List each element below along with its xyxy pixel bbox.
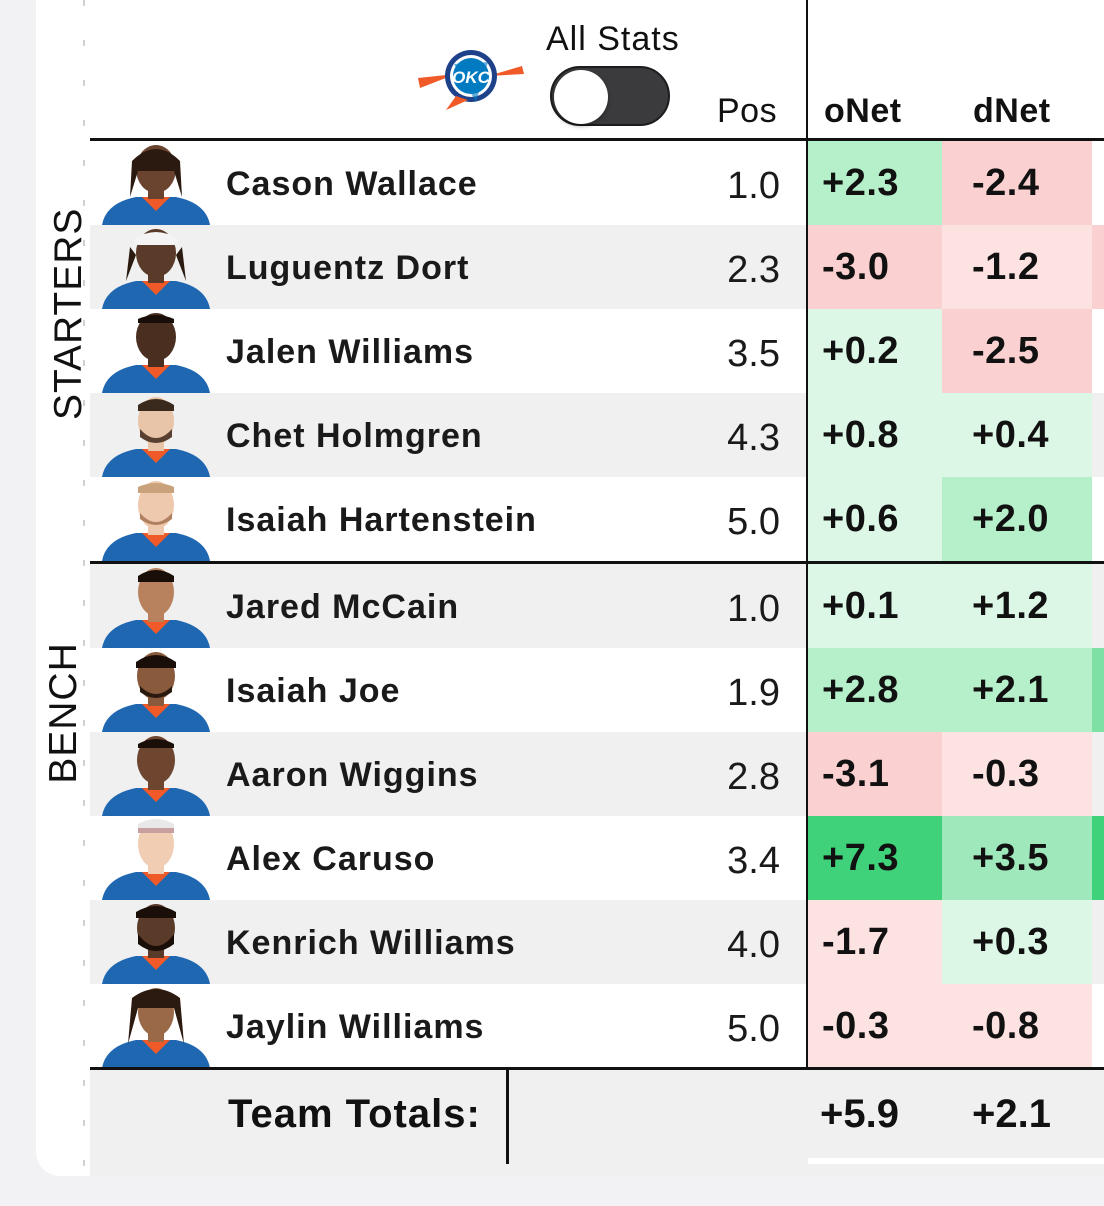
player-name: Kenrich Williams	[226, 924, 516, 962]
player-pos: 4.3	[727, 417, 780, 459]
group-gutter	[36, 0, 90, 1176]
player-name: Jaylin Williams	[226, 1008, 485, 1046]
dnet-cell: -2.4	[942, 141, 1092, 225]
column-header-pos[interactable]: Pos	[717, 92, 778, 130]
table-row[interactable]: Kenrich Williams 4.0 -1.7 +0.3	[90, 900, 1104, 984]
table-row[interactable]: Isaiah Joe 1.9 +2.8 +2.1	[90, 648, 1104, 732]
dnet-cell: -0.3	[942, 732, 1092, 816]
totals-column-divider	[506, 1070, 509, 1164]
team-totals-row: Team Totals: +5.9 +2.1	[90, 1070, 1104, 1176]
table-row[interactable]: Isaiah Hartenstein 5.0 +0.6 +2.0	[90, 477, 1104, 561]
group-label-bench: BENCH	[42, 642, 85, 784]
column-header-dnet[interactable]: dNet	[973, 92, 1051, 130]
player-table: Cason Wallace 1.0 +2.3 -2.4 Luguentz Dor…	[90, 141, 1104, 1068]
dnet-cell: +0.3	[942, 900, 1092, 984]
player-name: Isaiah Joe	[226, 672, 401, 710]
header-divider	[90, 138, 1104, 141]
extra-cell	[1092, 225, 1104, 309]
player-name: Aaron Wiggins	[226, 756, 479, 794]
group-label-starters: STARTERS	[47, 207, 90, 420]
player-headshot	[102, 652, 210, 732]
player-pos: 3.5	[727, 333, 780, 375]
player-pos: 4.0	[727, 924, 780, 966]
extra-cell	[1092, 816, 1104, 900]
table-row[interactable]: Jalen Williams 3.5 +0.2 -2.5	[90, 309, 1104, 393]
onet-cell: +2.8	[808, 648, 942, 732]
okc-thunder-logo-icon: OKC	[418, 50, 524, 110]
table-row[interactable]: Aaron Wiggins 2.8 -3.1 -0.3	[90, 732, 1104, 816]
player-headshot	[102, 736, 210, 816]
totals-strip	[808, 1158, 1104, 1164]
player-headshot	[102, 481, 210, 561]
svg-text:OKC: OKC	[452, 68, 491, 87]
all-stats-toggle[interactable]	[550, 66, 670, 126]
gutter-divider	[83, 0, 85, 1176]
player-name: Alex Caruso	[226, 840, 436, 878]
player-headshot	[102, 145, 210, 225]
dnet-cell: +1.2	[942, 564, 1092, 648]
player-name: Isaiah Hartenstein	[226, 501, 537, 539]
onet-cell: -0.3	[808, 984, 942, 1068]
player-pos: 1.0	[727, 165, 780, 207]
all-stats-label: All Stats	[546, 20, 680, 58]
player-pos: 1.0	[727, 588, 780, 630]
player-headshot	[102, 397, 210, 477]
table-row[interactable]: Luguentz Dort 2.3 -3.0 -1.2	[90, 225, 1104, 309]
dnet-cell: -2.5	[942, 309, 1092, 393]
player-name: Cason Wallace	[226, 165, 478, 203]
table-row[interactable]: Jared McCain 1.0 +0.1 +1.2	[90, 564, 1104, 648]
table-row[interactable]: Cason Wallace 1.0 +2.3 -2.4	[90, 141, 1104, 225]
onet-cell: +7.3	[808, 816, 942, 900]
team-total-onet: +5.9	[820, 1092, 899, 1136]
table-row[interactable]: Alex Caruso 3.4 +7.3 +3.5	[90, 816, 1104, 900]
onet-cell: +0.2	[808, 309, 942, 393]
player-pos: 2.3	[727, 249, 780, 291]
group-divider	[90, 561, 1104, 564]
onet-cell: -3.0	[808, 225, 942, 309]
player-headshot	[102, 988, 210, 1068]
dnet-cell: -1.2	[942, 225, 1092, 309]
player-headshot	[102, 313, 210, 393]
dnet-cell: +2.0	[942, 477, 1092, 561]
dnet-cell: +2.1	[942, 648, 1092, 732]
toggle-knob[interactable]	[554, 70, 608, 124]
column-divider	[806, 0, 808, 1068]
onet-cell: -1.7	[808, 900, 942, 984]
player-headshot	[102, 229, 210, 309]
onet-cell: +0.6	[808, 477, 942, 561]
player-name: Luguentz Dort	[226, 249, 470, 287]
onet-cell: -3.1	[808, 732, 942, 816]
player-name: Jalen Williams	[226, 333, 475, 371]
player-pos: 2.8	[727, 756, 780, 798]
dnet-cell: +0.4	[942, 393, 1092, 477]
extra-cell	[1092, 648, 1104, 732]
player-pos: 1.9	[727, 672, 780, 714]
player-headshot	[102, 819, 210, 900]
onet-cell: +0.8	[808, 393, 942, 477]
dnet-cell: +3.5	[942, 816, 1092, 900]
team-totals-label: Team Totals:	[228, 1092, 481, 1136]
player-pos: 3.4	[727, 840, 780, 882]
player-pos: 5.0	[727, 1008, 780, 1050]
player-name: Jared McCain	[226, 588, 460, 626]
onet-cell: +0.1	[808, 564, 942, 648]
team-total-dnet: +2.1	[972, 1092, 1051, 1136]
column-header-onet[interactable]: oNet	[824, 92, 902, 130]
player-headshot	[102, 904, 210, 984]
dnet-cell: -0.8	[942, 984, 1092, 1068]
onet-cell: +2.3	[808, 141, 942, 225]
player-pos: 5.0	[727, 501, 780, 543]
table-row[interactable]: Jaylin Williams 5.0 -0.3 -0.8	[90, 984, 1104, 1068]
table-row[interactable]: Chet Holmgren 4.3 +0.8 +0.4	[90, 393, 1104, 477]
totals-divider	[90, 1067, 1104, 1070]
player-name: Chet Holmgren	[226, 417, 483, 455]
player-headshot	[102, 568, 210, 648]
